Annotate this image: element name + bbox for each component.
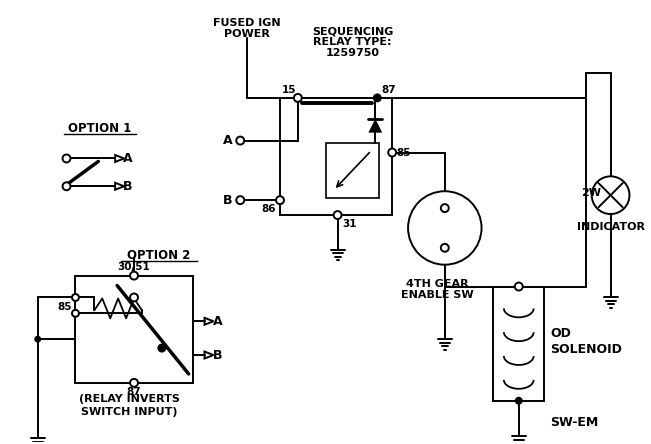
Circle shape: [130, 272, 138, 280]
Text: ENABLE SW: ENABLE SW: [400, 290, 473, 301]
Text: 30/51: 30/51: [118, 262, 150, 272]
Bar: [493, 286, 544, 401]
Circle shape: [441, 204, 449, 212]
Text: B: B: [123, 180, 133, 193]
Bar: [326, 143, 380, 198]
Bar: [280, 98, 392, 215]
Text: RELAY TYPE:: RELAY TYPE:: [313, 37, 392, 48]
Text: 15: 15: [281, 85, 296, 95]
Text: OD: OD: [550, 327, 571, 340]
Circle shape: [62, 155, 70, 163]
Circle shape: [62, 182, 70, 190]
Circle shape: [294, 94, 302, 102]
Circle shape: [388, 149, 396, 156]
Text: SOLENOID: SOLENOID: [550, 343, 622, 356]
Text: A: A: [123, 152, 133, 165]
Circle shape: [333, 211, 342, 219]
Text: POWER: POWER: [225, 29, 270, 40]
Circle shape: [592, 176, 630, 214]
Circle shape: [130, 293, 138, 301]
Text: A: A: [223, 134, 232, 147]
Circle shape: [276, 196, 284, 204]
Text: 1259750: 1259750: [326, 48, 380, 58]
Text: INDICATOR: INDICATOR: [577, 222, 644, 232]
Circle shape: [373, 93, 381, 103]
Circle shape: [130, 379, 138, 387]
Circle shape: [408, 191, 482, 265]
Text: SEQUENCING: SEQUENCING: [312, 26, 393, 36]
Text: 4TH GEAR: 4TH GEAR: [406, 278, 468, 289]
Bar: [76, 276, 193, 383]
Text: 87: 87: [381, 85, 396, 95]
Circle shape: [515, 397, 523, 404]
Text: A: A: [213, 315, 222, 328]
Circle shape: [441, 244, 449, 252]
Text: SWITCH INPUT): SWITCH INPUT): [81, 407, 177, 416]
Circle shape: [72, 294, 79, 301]
Text: 85: 85: [57, 302, 72, 313]
Circle shape: [515, 282, 523, 290]
Text: (RELAY INVERTS: (RELAY INVERTS: [79, 394, 180, 404]
Text: OPTION 2: OPTION 2: [127, 249, 191, 262]
Circle shape: [236, 196, 244, 204]
Text: B: B: [223, 194, 232, 206]
Text: 31: 31: [342, 219, 357, 229]
Polygon shape: [368, 119, 382, 133]
Circle shape: [236, 137, 244, 145]
Text: 86: 86: [262, 204, 276, 214]
Text: B: B: [213, 349, 222, 361]
Circle shape: [35, 336, 41, 343]
Text: 2W: 2W: [581, 188, 601, 198]
Text: 85: 85: [396, 147, 411, 158]
Text: 87: 87: [127, 387, 141, 397]
Text: OPTION 1: OPTION 1: [68, 122, 131, 135]
Text: FUSED IGN: FUSED IGN: [214, 19, 281, 28]
Circle shape: [72, 310, 79, 317]
Circle shape: [158, 344, 166, 353]
Text: SW-EM: SW-EM: [550, 416, 598, 429]
